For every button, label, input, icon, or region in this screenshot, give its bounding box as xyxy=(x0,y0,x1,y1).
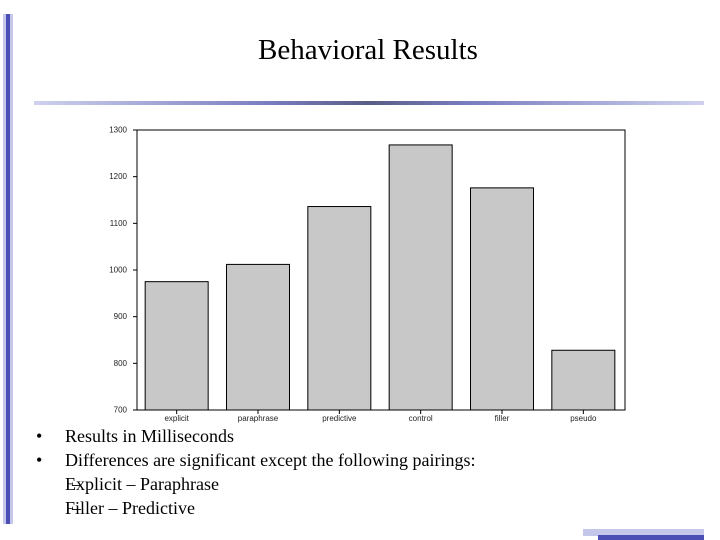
y-tick-label: 1000 xyxy=(109,266,127,275)
corner-accent-bar-inner xyxy=(598,535,704,540)
sub-bullet-dash: – xyxy=(72,474,81,494)
bullet-dot: • xyxy=(36,450,43,470)
title-underline xyxy=(34,101,704,105)
x-tick-label: paraphrase xyxy=(238,414,279,423)
y-tick-label: 1100 xyxy=(110,219,128,228)
y-tick-label: 700 xyxy=(114,406,128,415)
bullet-dot: • xyxy=(36,426,43,446)
bar xyxy=(226,263,290,411)
bullet-item: • Differences are significant except the… xyxy=(36,448,476,472)
bullet-text: Results in Milliseconds xyxy=(65,426,235,446)
bar xyxy=(144,281,209,411)
y-tick-label: 1300 xyxy=(109,126,127,135)
left-accent-bar-inner xyxy=(6,14,10,524)
bullet-text: Differences are significant except the f… xyxy=(65,450,476,470)
y-tick-label: 900 xyxy=(114,312,128,321)
x-tick-label: pseudo xyxy=(570,414,597,423)
bullet-list: • Results in Milliseconds • Differences … xyxy=(36,424,476,520)
y-tick-label: 800 xyxy=(114,359,128,368)
sub-bullet-text: Explicit – Paraphrase xyxy=(65,474,219,494)
bar xyxy=(307,206,372,411)
x-tick-label: control xyxy=(409,414,433,423)
x-tick-label: predictive xyxy=(322,414,357,423)
corner-accent-bar xyxy=(583,529,704,536)
bar xyxy=(388,144,453,411)
y-tick-label: 1200 xyxy=(109,172,127,181)
sub-bullet-text: Filler – Predictive xyxy=(65,498,195,518)
sub-bullet-item: – Filler – Predictive xyxy=(36,496,476,520)
bar xyxy=(551,349,616,411)
x-tick-label: filler xyxy=(495,414,510,423)
x-tick-label: explicit xyxy=(164,414,189,423)
bullet-item: • Results in Milliseconds xyxy=(36,424,476,448)
bar xyxy=(470,187,534,411)
sub-bullet-item: – Explicit – Paraphrase xyxy=(36,472,476,496)
sub-bullet-dash: – xyxy=(72,498,81,518)
slide-title: Behavioral Results xyxy=(258,34,478,66)
